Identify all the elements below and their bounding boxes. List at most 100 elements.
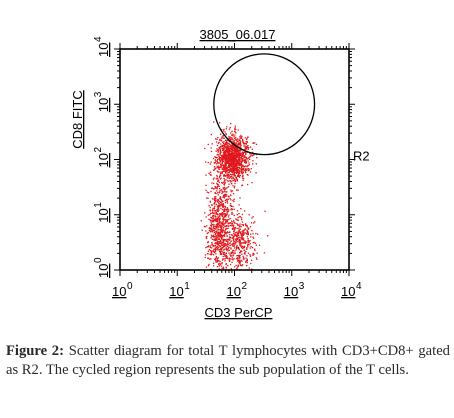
data-point bbox=[236, 238, 238, 241]
data-point bbox=[213, 238, 216, 240]
data-point bbox=[239, 255, 241, 257]
data-point bbox=[223, 216, 225, 218]
data-point bbox=[213, 248, 215, 251]
data-point bbox=[229, 233, 231, 236]
data-point bbox=[225, 254, 227, 257]
data-point bbox=[212, 262, 215, 264]
data-point bbox=[206, 225, 208, 227]
data-point bbox=[246, 229, 248, 231]
data-point bbox=[203, 225, 206, 228]
data-point bbox=[223, 151, 225, 154]
data-point bbox=[236, 175, 239, 177]
data-point bbox=[241, 230, 243, 232]
data-point bbox=[222, 218, 224, 220]
data-point bbox=[225, 195, 227, 197]
data-point bbox=[221, 259, 224, 261]
data-point bbox=[206, 191, 208, 193]
data-point bbox=[213, 225, 215, 227]
data-point bbox=[236, 267, 238, 269]
data-point bbox=[225, 193, 227, 195]
data-point bbox=[210, 258, 212, 260]
data-point bbox=[228, 161, 230, 163]
data-point bbox=[221, 234, 223, 236]
data-point bbox=[238, 156, 241, 158]
data-point bbox=[231, 164, 233, 166]
data-point bbox=[221, 242, 223, 244]
data-point bbox=[240, 264, 242, 266]
data-point bbox=[210, 147, 212, 149]
data-point bbox=[218, 228, 220, 230]
data-point bbox=[215, 225, 217, 228]
data-point bbox=[233, 142, 235, 144]
data-point bbox=[227, 250, 229, 252]
data-point bbox=[253, 253, 255, 255]
data-point bbox=[234, 228, 236, 230]
scatter-figure: R2 10 0 10 1 10 2 10 3 10 4 10 0 10 1 10 2 10 3 10 4 3805_06.… bbox=[70, 27, 370, 320]
data-point bbox=[228, 164, 230, 166]
data-point bbox=[244, 137, 246, 139]
data-point bbox=[217, 207, 220, 209]
data-point bbox=[233, 258, 235, 260]
data-point bbox=[242, 151, 244, 153]
data-point bbox=[223, 184, 226, 186]
data-point bbox=[239, 142, 241, 145]
data-point bbox=[236, 150, 238, 152]
data-point bbox=[223, 145, 225, 148]
data-point bbox=[245, 165, 247, 167]
data-point bbox=[207, 161, 209, 164]
data-point bbox=[233, 179, 235, 182]
data-point bbox=[244, 251, 246, 254]
data-point bbox=[229, 238, 231, 240]
data-point bbox=[211, 223, 214, 226]
data-point bbox=[221, 203, 224, 205]
data-point bbox=[243, 232, 245, 234]
data-point bbox=[228, 143, 230, 145]
data-point bbox=[255, 172, 257, 174]
data-point bbox=[237, 155, 239, 157]
data-point bbox=[241, 218, 243, 221]
data-point bbox=[230, 159, 232, 161]
data-point bbox=[226, 154, 228, 157]
data-point bbox=[230, 252, 232, 254]
data-point bbox=[209, 258, 211, 261]
data-point bbox=[232, 134, 234, 137]
data-point bbox=[217, 142, 220, 144]
data-point bbox=[216, 148, 218, 150]
data-point bbox=[242, 174, 244, 177]
data-point bbox=[217, 184, 219, 186]
data-point bbox=[231, 130, 233, 132]
data-point bbox=[220, 253, 222, 255]
data-point bbox=[248, 214, 250, 216]
data-point bbox=[250, 222, 253, 224]
data-point bbox=[219, 221, 221, 223]
data-point bbox=[217, 263, 220, 265]
data-point bbox=[247, 165, 249, 167]
data-point bbox=[245, 160, 247, 162]
data-point bbox=[227, 139, 229, 141]
data-point bbox=[237, 162, 240, 164]
y-tick-label-group: 101 bbox=[93, 202, 111, 223]
data-point bbox=[210, 254, 212, 256]
data-point bbox=[237, 166, 240, 169]
data-point bbox=[243, 156, 246, 158]
data-point bbox=[235, 171, 237, 173]
data-point bbox=[235, 158, 238, 161]
data-point bbox=[218, 243, 220, 245]
data-point bbox=[255, 257, 257, 259]
data-point bbox=[248, 244, 250, 246]
data-point bbox=[223, 222, 225, 224]
data-point bbox=[223, 243, 225, 246]
data-point bbox=[226, 238, 228, 241]
data-point bbox=[222, 145, 224, 147]
data-point bbox=[224, 154, 227, 156]
data-point bbox=[219, 235, 221, 237]
data-point bbox=[212, 157, 215, 160]
data-point bbox=[230, 247, 232, 249]
data-point bbox=[231, 209, 233, 211]
data-point bbox=[216, 157, 218, 159]
data-point bbox=[218, 232, 221, 234]
data-point bbox=[230, 209, 232, 211]
data-point bbox=[233, 208, 235, 210]
data-point bbox=[243, 242, 245, 244]
data-point bbox=[209, 253, 211, 255]
